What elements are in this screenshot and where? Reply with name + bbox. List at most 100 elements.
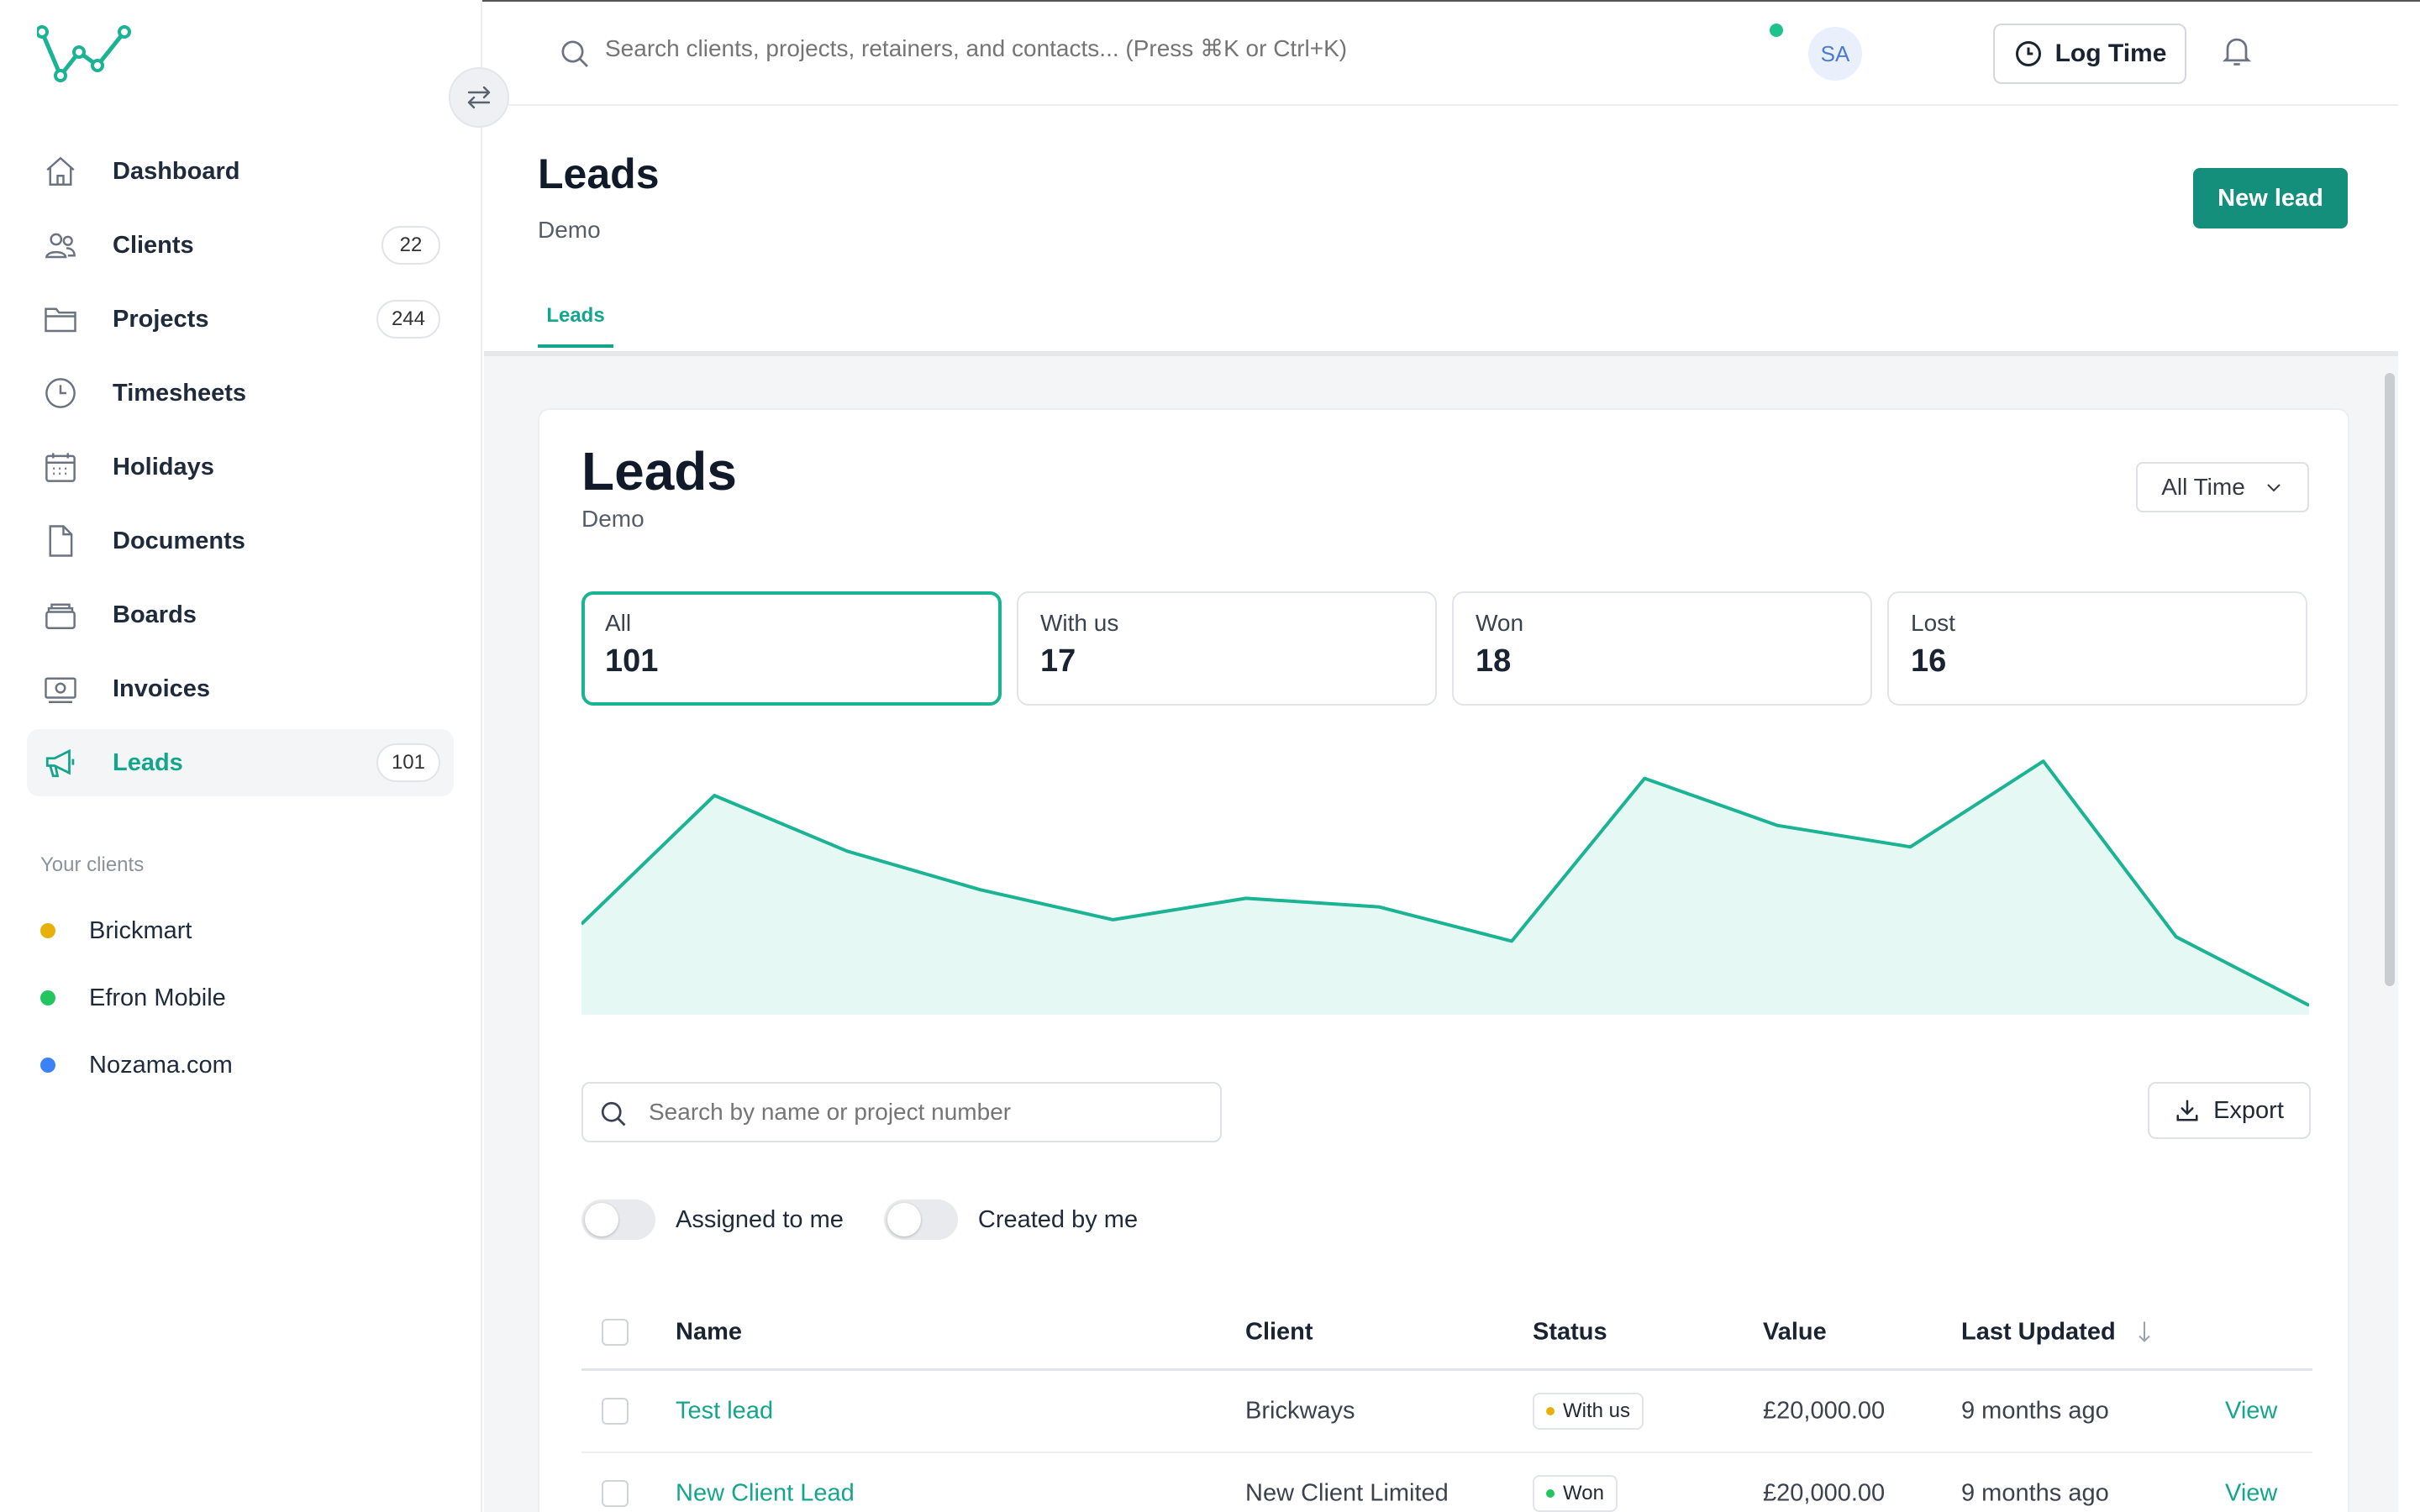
status-label: With us: [1563, 1399, 1631, 1422]
topbar: Log Time: [484, 2, 2398, 106]
stat-label: Lost: [1911, 610, 1955, 636]
select-all-checkbox[interactable]: [602, 1318, 629, 1346]
sidebar-nav: Dashboard Clients 22 Projects 244 Timesh…: [27, 138, 454, 803]
notification-indicator: [1770, 24, 1783, 37]
assigned-to-me-label: Assigned to me: [676, 1205, 844, 1233]
lead-status: With us: [1533, 1393, 1644, 1430]
lead-value: £20,000.00: [1763, 1479, 1886, 1507]
client-item-nozama[interactable]: Nozama.com: [40, 1032, 233, 1099]
tabs-divider: [484, 351, 2398, 356]
stat-card-lost[interactable]: Lost 16: [1887, 591, 2307, 706]
stat-card-won[interactable]: Won 18: [1452, 591, 1872, 706]
app-logo[interactable]: [35, 24, 138, 86]
sidebar-item-label: Holidays: [113, 453, 214, 480]
lead-name-link[interactable]: New Client Lead: [676, 1479, 855, 1507]
swap-arrows-icon: [467, 86, 491, 109]
column-header-status[interactable]: Status: [1533, 1318, 1607, 1345]
projects-count-badge: 244: [376, 300, 440, 339]
created-by-me-label: Created by me: [977, 1205, 1139, 1233]
view-lead-link[interactable]: View: [2225, 1397, 2278, 1425]
column-header-value[interactable]: Value: [1763, 1318, 1827, 1345]
lead-client: Brickways: [1245, 1397, 1355, 1425]
download-icon: [2176, 1100, 2198, 1121]
chart-area-fill: [581, 761, 2309, 1015]
new-lead-button[interactable]: New lead: [2193, 168, 2348, 228]
view-lead-link[interactable]: View: [2225, 1479, 2278, 1507]
lead-search-input[interactable]: [649, 1099, 1203, 1126]
time-range-value: All Time: [2161, 474, 2245, 500]
status-badge: Won: [1533, 1475, 1618, 1512]
search-icon: [598, 1099, 629, 1133]
column-header-name[interactable]: Name: [676, 1318, 742, 1345]
filter-toggles: Assigned to me Created by me: [581, 1200, 1178, 1240]
column-header-last-updated[interactable]: Last Updated: [1961, 1318, 2154, 1346]
folder-icon: [42, 301, 79, 338]
your-clients-heading: Your clients: [40, 853, 145, 876]
leads-count-badge: 101: [376, 743, 440, 782]
time-range-select[interactable]: All Time: [2136, 462, 2309, 512]
sidebar-item-timesheets[interactable]: Timesheets: [27, 360, 454, 427]
lead-name-link[interactable]: Test lead: [676, 1397, 774, 1425]
row-checkbox[interactable]: [602, 1480, 629, 1507]
page-scrollbar[interactable]: [2385, 373, 2395, 986]
status-dot: [1546, 1489, 1555, 1498]
stat-label: With us: [1040, 610, 1119, 636]
users-icon: [42, 227, 79, 264]
stat-card-with-us[interactable]: With us 17: [1017, 591, 1437, 706]
client-item-brickmart[interactable]: Brickmart: [40, 897, 233, 964]
client-label: Nozama.com: [89, 1051, 233, 1079]
page-title: Leads: [538, 150, 660, 197]
status-dot: [1546, 1407, 1555, 1415]
tab-leads[interactable]: Leads: [538, 304, 613, 348]
row-checkbox[interactable]: [602, 1398, 629, 1425]
sidebar-item-boards[interactable]: Boards: [27, 581, 454, 648]
chart-series-line: [581, 759, 2309, 1007]
search-icon: [558, 37, 592, 75]
collapse-sidebar-button[interactable]: [449, 67, 509, 128]
sidebar-item-leads[interactable]: Leads 101: [27, 729, 454, 796]
stat-label: Won: [1476, 610, 1524, 636]
avatar[interactable]: SA: [1808, 27, 1862, 81]
created-by-me-toggle[interactable]: [883, 1200, 958, 1240]
stat-card-all[interactable]: All 101: [581, 591, 1002, 706]
main-content: Leads Demo All Time All 101 With us 17 W…: [484, 356, 2398, 1512]
sidebar-item-label: Dashboard: [113, 157, 240, 185]
log-time-button[interactable]: Log Time: [1993, 24, 2186, 84]
lead-status: Won: [1533, 1475, 1618, 1512]
sidebar-item-projects[interactable]: Projects 244: [27, 286, 454, 353]
column-header-client[interactable]: Client: [1245, 1318, 1313, 1345]
global-search-input[interactable]: [605, 35, 1445, 62]
sidebar-item-clients[interactable]: Clients 22: [27, 212, 454, 279]
sidebar-item-label: Leads: [113, 748, 183, 776]
lead-last-updated: 9 months ago: [1961, 1397, 2109, 1425]
client-label: Efron Mobile: [89, 984, 226, 1011]
leads-card: Leads Demo All Time All 101 With us 17 W…: [538, 408, 2349, 1512]
page-subtitle: Demo: [538, 217, 601, 243]
notifications-bell-icon[interactable]: [2218, 32, 2255, 73]
stat-value: 17: [1040, 643, 1076, 679]
logo-icon: [35, 25, 131, 82]
invoice-icon: [42, 670, 79, 707]
megaphone-icon: [42, 744, 79, 781]
sidebar-item-label: Timesheets: [113, 379, 247, 407]
sidebar-item-dashboard[interactable]: Dashboard: [27, 138, 454, 205]
client-item-efron-mobile[interactable]: Efron Mobile: [40, 964, 233, 1032]
clock-icon: [42, 375, 79, 412]
lead-last-updated: 9 months ago: [1961, 1479, 2109, 1507]
status-label: Won: [1563, 1482, 1604, 1504]
client-list: Brickmart Efron Mobile Nozama.com: [40, 897, 233, 1099]
export-button[interactable]: Export: [2148, 1082, 2311, 1139]
table-row: New Client Lead New Client Limited Won £…: [581, 1453, 2312, 1512]
sidebar-item-label: Documents: [113, 527, 245, 554]
lead-client: New Client Limited: [1245, 1479, 1449, 1507]
sidebar-item-holidays[interactable]: Holidays: [27, 433, 454, 501]
lead-value: £20,000.00: [1763, 1397, 1886, 1425]
boards-icon: [42, 596, 79, 633]
sort-descending-icon: [2138, 1321, 2150, 1342]
stats-row: All 101 With us 17 Won 18 Lost 16: [581, 591, 2307, 706]
sidebar-item-invoices[interactable]: Invoices: [27, 655, 454, 722]
client-color-dot: [40, 923, 55, 938]
assigned-to-me-toggle[interactable]: [581, 1200, 655, 1240]
table-row: Test lead Brickways With us £20,000.00 9…: [581, 1371, 2312, 1453]
sidebar-item-documents[interactable]: Documents: [27, 507, 454, 575]
